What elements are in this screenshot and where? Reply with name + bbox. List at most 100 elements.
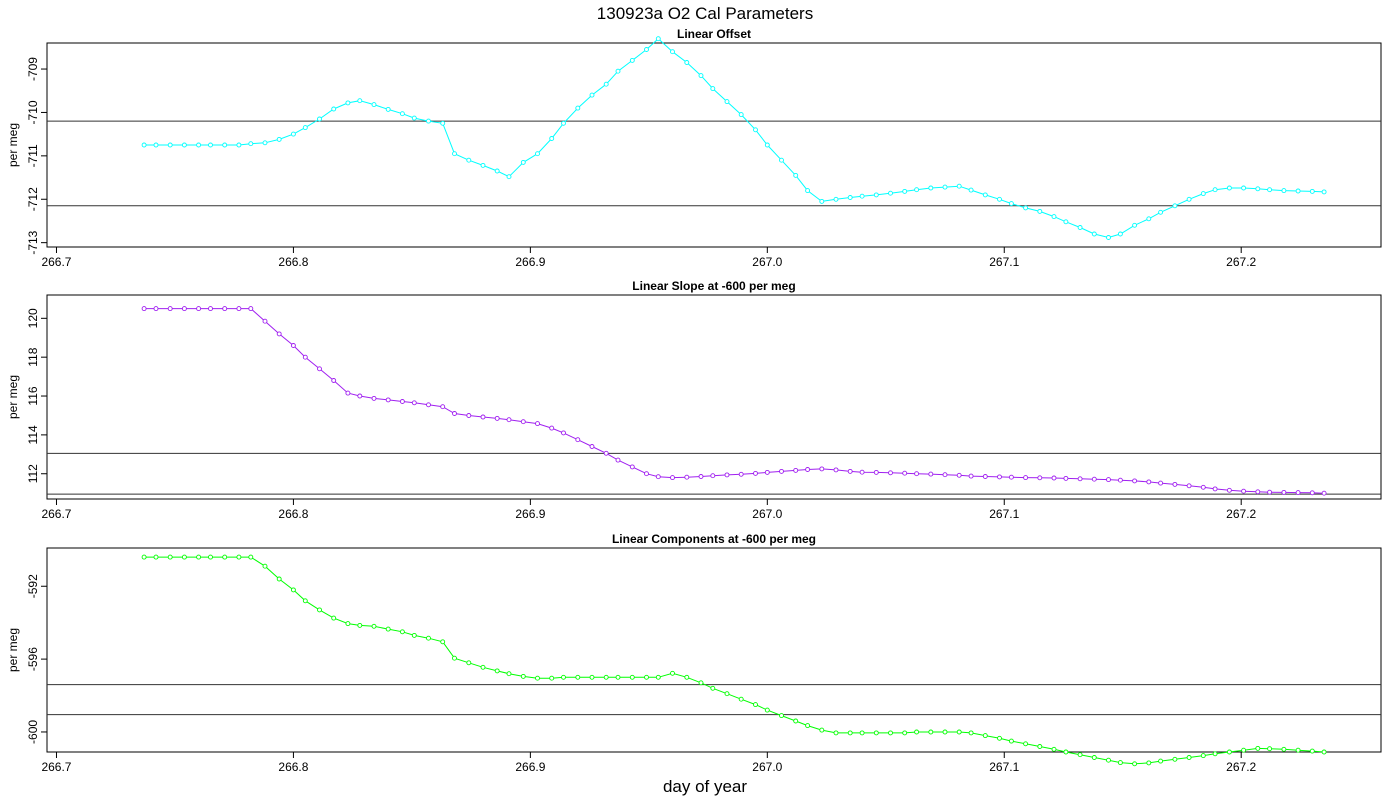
data-point: [222, 142, 228, 148]
data-point: [1200, 753, 1206, 759]
data-point: [385, 106, 391, 112]
data-point: [997, 196, 1002, 202]
x-tick-label: 266.9: [515, 760, 545, 774]
data-point: [1091, 755, 1097, 760]
data-point: [670, 670, 675, 676]
data-point: [1037, 208, 1043, 214]
data-point: [236, 554, 242, 560]
data-point: [276, 331, 282, 337]
data-point: [561, 674, 566, 680]
data-point: [873, 730, 879, 736]
data-point: [603, 674, 609, 680]
y-tick-label: -710: [26, 100, 40, 124]
data-point: [1063, 219, 1069, 225]
data-point: [644, 471, 649, 477]
data-point: [833, 730, 839, 736]
data-point: [724, 99, 730, 105]
data-point: [506, 671, 512, 677]
data-point: [385, 397, 391, 403]
x-axis-label: day of year: [663, 777, 747, 796]
data-point: [236, 306, 242, 312]
data-point: [222, 554, 228, 560]
data-point: [208, 554, 213, 560]
y-tick-label: 116: [26, 386, 40, 405]
series-line: [144, 38, 1325, 239]
data-point: [262, 563, 268, 569]
data-point: [480, 414, 486, 420]
panel-title: Linear Offset: [677, 27, 751, 41]
data-point: [331, 615, 337, 621]
data-point: [1063, 475, 1069, 481]
data-point: [440, 639, 446, 645]
data-point: [290, 587, 296, 593]
data-point: [1267, 746, 1273, 752]
data-point: [956, 183, 962, 189]
data-point: [262, 140, 268, 146]
data-point: [141, 142, 147, 148]
series-line: [144, 308, 1325, 494]
data-point: [859, 469, 865, 475]
data-point: [644, 47, 649, 52]
data-point: [1255, 745, 1261, 751]
data-point: [399, 629, 405, 635]
data-point: [371, 102, 377, 108]
data-point: [1212, 751, 1218, 757]
data-point: [248, 554, 254, 560]
data-point: [1186, 483, 1192, 489]
data-point: [764, 142, 770, 148]
data-point: [1241, 185, 1247, 191]
data-point: [1281, 746, 1287, 752]
data-point: [914, 187, 920, 193]
data-point: [670, 49, 675, 55]
data-point: [153, 306, 159, 312]
data-point: [603, 81, 609, 87]
data-point: [968, 730, 974, 736]
data-point: [968, 187, 974, 193]
data-point: [1117, 760, 1123, 766]
data-point: [357, 393, 363, 399]
data-point: [1321, 490, 1327, 496]
data-point: [942, 472, 948, 478]
data-point: [698, 680, 704, 686]
x-tick-label: 267.1: [989, 507, 1019, 521]
data-point: [506, 174, 512, 180]
data-point: [1309, 188, 1315, 194]
data-point: [738, 696, 744, 702]
data-point: [982, 192, 988, 198]
x-tick-label: 266.9: [515, 507, 545, 521]
data-point: [902, 188, 908, 194]
data-point: [888, 470, 893, 476]
data-point: [236, 142, 242, 148]
plot-frame: [46, 294, 1382, 500]
x-tick-label: 267.0: [752, 760, 782, 774]
data-point: [753, 127, 758, 133]
data-point: [1186, 755, 1192, 760]
y-tick-label: -713: [26, 230, 40, 254]
data-point: [426, 635, 431, 641]
data-point: [302, 354, 308, 360]
panel-linear-offset: Linear Offset per meg 266.7 266.8 266.9 267…: [6, 27, 1382, 269]
data-point: [1158, 480, 1164, 486]
x-tick-label: 267.0: [752, 507, 782, 521]
data-point: [615, 674, 621, 680]
data-point: [302, 125, 308, 131]
y-tick-label: -600: [26, 720, 40, 744]
data-point: [1106, 235, 1111, 240]
data-point: [167, 554, 173, 560]
data-point: [196, 142, 202, 148]
data-point: [1051, 214, 1057, 220]
data-point: [644, 674, 649, 680]
data-point: [262, 318, 268, 324]
data-point: [942, 729, 948, 735]
data-point: [779, 713, 784, 719]
data-point: [1255, 186, 1261, 192]
x-tick-label: 266.7: [41, 507, 71, 521]
x-tick-label: 267.1: [989, 255, 1019, 269]
data-point: [345, 621, 351, 627]
x-tick-label: 267.1: [989, 760, 1019, 774]
data-point: [655, 474, 661, 480]
data-point: [956, 472, 962, 478]
x-tick-label: 266.8: [278, 507, 308, 521]
data-point: [859, 193, 865, 199]
data-point: [575, 674, 581, 680]
